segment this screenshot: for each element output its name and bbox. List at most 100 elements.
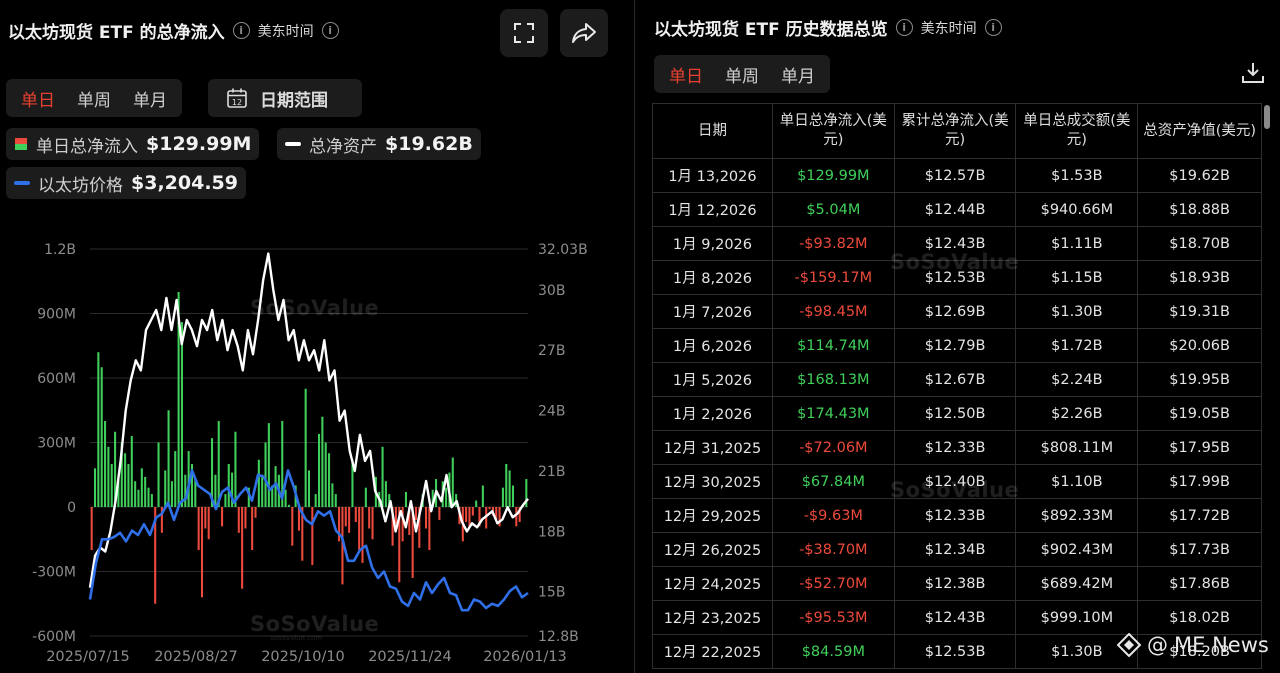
- timezone-label: 美东时间: [257, 23, 314, 40]
- table-row[interactable]: 12月 31,2025 -$72.06M $12.33B $808.11M $17.95…: [652, 430, 1262, 465]
- inflow-bar: [281, 421, 284, 507]
- inflow-bar: [180, 322, 183, 507]
- tab-weekly[interactable]: 单周: [77, 90, 111, 111]
- table-row[interactable]: 12月 30,2025 $67.84M $12.40B $1.10B $17.99B: [652, 464, 1262, 499]
- download-button[interactable]: [1240, 60, 1266, 90]
- col-daily-net-inflow[interactable]: 单日总净流入(美元): [771, 103, 895, 159]
- inflow-bar: [134, 481, 137, 507]
- inflow-bar: [324, 442, 327, 507]
- cell-daily-net-inflow: -$93.82M: [771, 226, 895, 261]
- cell-daily-value-traded: $1.11B: [1015, 226, 1139, 261]
- download-icon: [1242, 63, 1264, 83]
- table-row[interactable]: 1月 13,2026 $129.99M $12.57B $1.53B $19.62B: [652, 158, 1262, 193]
- table-row[interactable]: 1月 7,2026 -$98.45M $12.69B $1.30B $19.31B: [652, 294, 1262, 329]
- period-tabs: 单日 单周 单月: [6, 79, 182, 117]
- inflow-bar: [127, 464, 130, 507]
- cell-daily-value-traded: $940.66M: [1015, 192, 1139, 227]
- inflow-bar: [130, 436, 133, 507]
- y-left-tick-label: -600M: [32, 629, 76, 645]
- cell-daily-net-inflow: -$95.53M: [771, 600, 895, 635]
- table-row[interactable]: 1月 5,2026 $168.13M $12.67B $2.24B $19.95B: [652, 362, 1262, 397]
- inflow-bar: [465, 507, 468, 523]
- cell-total-net-assets: $18.02B: [1137, 600, 1262, 635]
- info-icon[interactable]: i: [232, 22, 250, 39]
- inflow-bar: [217, 421, 220, 507]
- x-tick-label: 2025/11/24: [368, 649, 452, 665]
- inflow-bar: [237, 507, 240, 533]
- cell-date: 12月 23,2025: [652, 600, 773, 635]
- table-row[interactable]: 1月 12,2026 $5.04M $12.44B $940.66M $18.88B: [652, 192, 1262, 227]
- y-right-tick-label: 32.03B: [538, 242, 588, 258]
- inflow-bar: [291, 507, 294, 546]
- inflow-bar: [485, 507, 488, 529]
- cell-date: 1月 7,2026: [652, 294, 773, 329]
- date-range-button[interactable]: 12 日期范围: [208, 79, 362, 117]
- table-scrollbar[interactable]: [1264, 105, 1270, 129]
- share-button[interactable]: [560, 9, 608, 57]
- cell-total-net-assets: $20.06B: [1137, 328, 1262, 363]
- inflow-bar: [515, 507, 518, 527]
- tab-daily[interactable]: 单日: [21, 90, 55, 111]
- brand-logo-icon: [1117, 633, 1141, 657]
- tab-monthly[interactable]: 单月: [133, 90, 167, 111]
- inflow-bar: [190, 464, 194, 507]
- table-row[interactable]: 12月 23,2025 -$95.53M $12.43B $999.10M $18.02…: [652, 600, 1262, 635]
- table-row[interactable]: 1月 8,2026 -$159.17M $12.53B $1.15B $18.93B: [652, 260, 1262, 295]
- cell-daily-value-traded: $2.24B: [1015, 362, 1139, 397]
- inflow-bar: [408, 507, 411, 535]
- table-row[interactable]: 12月 29,2025 -$9.63M $12.33B $892.33M $17.72B: [652, 498, 1262, 533]
- cell-total-net-assets: $19.05B: [1137, 396, 1262, 431]
- table-row[interactable]: 1月 9,2026 -$93.82M $12.43B $1.11B $18.70B: [652, 226, 1262, 261]
- cell-total-net-assets: $18.20B: [1137, 634, 1262, 669]
- panel-divider: [634, 0, 635, 673]
- inflow-bar: [361, 507, 364, 563]
- share-icon: [572, 23, 596, 43]
- inflow-legend-icon: [15, 138, 27, 150]
- table-row[interactable]: 12月 22,2025 $84.59M $12.53B $1.30B $18.20B: [652, 634, 1262, 669]
- cell-date: 12月 26,2025: [652, 532, 773, 567]
- info-icon[interactable]: i: [984, 19, 1002, 36]
- cell-cumulative-inflow: $12.79B: [893, 328, 1017, 363]
- cell-total-net-assets: $17.99B: [1137, 464, 1262, 499]
- cell-total-net-assets: $17.72B: [1137, 498, 1262, 533]
- inflow-bar: [414, 507, 418, 520]
- inflow-bar: [358, 507, 361, 550]
- tab-monthly[interactable]: 单月: [781, 66, 815, 87]
- cell-daily-net-inflow: $129.99M: [771, 158, 895, 193]
- inflow-bar: [154, 507, 157, 604]
- brand-name: ME News: [1174, 633, 1269, 657]
- inflow-bar: [100, 367, 103, 507]
- table-row[interactable]: 1月 6,2026 $114.74M $12.79B $1.72B $20.06B: [652, 328, 1262, 363]
- brand-at: @: [1147, 633, 1168, 657]
- tab-daily[interactable]: 单日: [669, 66, 703, 87]
- inflow-bar: [297, 507, 300, 531]
- tab-weekly[interactable]: 单周: [725, 66, 759, 87]
- cell-daily-value-traded: $1.10B: [1015, 464, 1139, 499]
- y-left-tick-label: 900M: [37, 307, 76, 323]
- table-row[interactable]: 12月 24,2025 -$52.70M $12.38B $689.42M $17.86…: [652, 566, 1262, 601]
- inflow-bar: [157, 442, 160, 507]
- cell-cumulative-inflow: $12.33B: [893, 498, 1017, 533]
- inflow-bar: [331, 483, 334, 507]
- col-cumulative-inflow[interactable]: 累计总净流入(美元): [893, 103, 1017, 159]
- info-icon[interactable]: i: [895, 19, 913, 36]
- table-row[interactable]: 1月 2,2026 $174.43M $12.50B $2.26B $19.05B: [652, 396, 1262, 431]
- inflow-bar: [338, 507, 341, 542]
- fullscreen-button[interactable]: [500, 9, 548, 57]
- inflow-bar: [207, 507, 210, 540]
- left-title-row: 以太坊现货 ETF 的总净流入 i 美东时间 i: [8, 18, 339, 43]
- cell-daily-net-inflow: $174.43M: [771, 396, 895, 431]
- cell-date: 12月 24,2025: [652, 566, 773, 601]
- brand-watermark: @ ME News: [1117, 633, 1269, 657]
- col-date[interactable]: 日期: [652, 103, 773, 159]
- info-icon[interactable]: i: [321, 22, 339, 39]
- col-daily-value-traded[interactable]: 单日总成交额(美元): [1015, 103, 1139, 159]
- inflow-bar: [271, 485, 274, 507]
- left-panel-title: 以太坊现货 ETF 的总净流入: [8, 23, 225, 43]
- table-row[interactable]: 12月 26,2025 -$38.70M $12.34B $902.43M $17.73…: [652, 532, 1262, 567]
- inflow-bar: [107, 446, 110, 507]
- cell-cumulative-inflow: $12.38B: [893, 566, 1017, 601]
- col-total-net-assets[interactable]: 总资产净值(美元): [1137, 103, 1262, 159]
- inflow-bar: [227, 464, 230, 507]
- inflow-bar: [368, 507, 371, 529]
